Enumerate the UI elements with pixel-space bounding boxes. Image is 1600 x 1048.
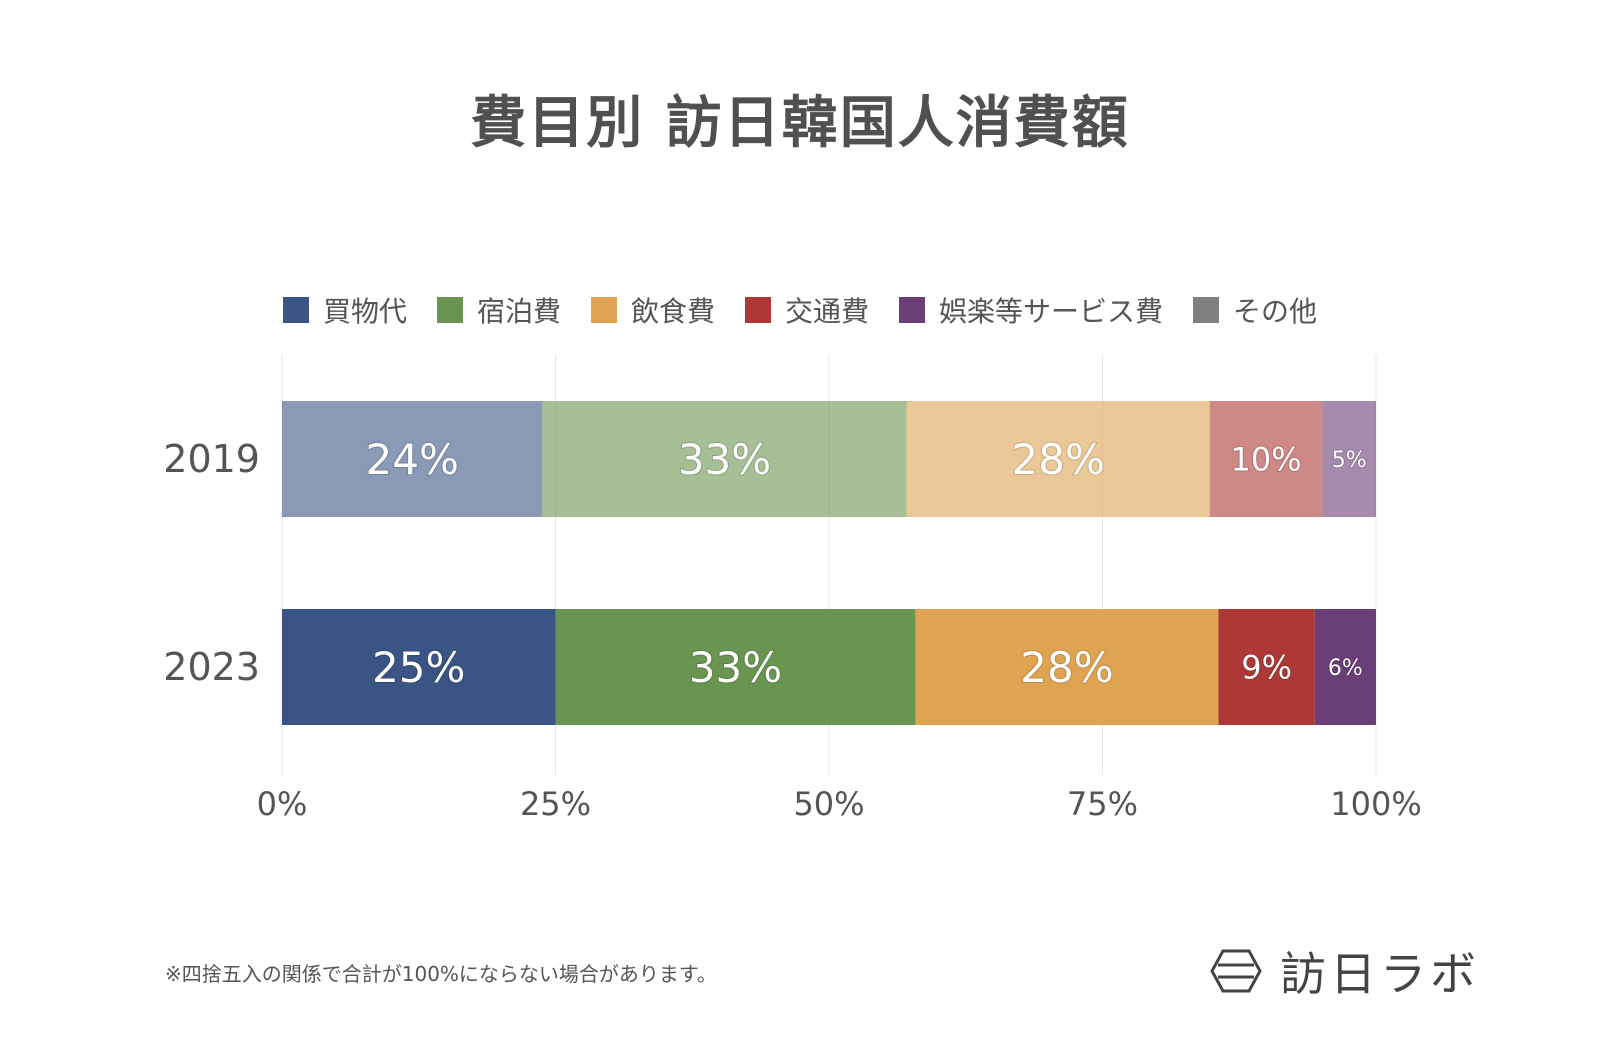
x-tick-label: 0%: [257, 785, 308, 823]
legend-swatch: [745, 297, 771, 323]
data-label: 28%: [1012, 435, 1105, 484]
legend-swatch: [282, 297, 309, 323]
hexagon-logo-icon: [1210, 949, 1262, 993]
bar-segment: [542, 401, 907, 517]
legend-item: 飲食費: [590, 290, 715, 330]
chart-title: 費目別 訪日韓国人消費額: [470, 91, 1130, 156]
legend-label: 飲食費: [630, 295, 715, 328]
footnote: ※四捨五入の関係で合計が100%にならない場合があります。: [165, 962, 717, 986]
x-tick-label: 75%: [1067, 785, 1138, 823]
legend-label: 娯楽等サービス費: [939, 295, 1164, 328]
legend-label: 交通費: [785, 295, 870, 328]
data-label: 6%: [1328, 656, 1363, 681]
data-label: 25%: [372, 643, 465, 692]
legend-label: 宿泊費: [476, 295, 561, 328]
brand-name: 訪日ラボ: [1280, 947, 1480, 1001]
data-label: 33%: [678, 435, 771, 484]
category-label: 2019: [163, 437, 260, 481]
legend: 買物代 宿泊費 飲食費 交通費 娯楽等サービス費 その他: [0, 290, 1600, 330]
legend-label: 買物代: [322, 295, 407, 328]
legend-item: 買物代: [282, 290, 407, 330]
legend-item: 宿泊費: [436, 290, 561, 330]
data-label: 33%: [689, 643, 782, 692]
legend-item: その他: [1193, 290, 1317, 330]
legend-swatch: [1193, 297, 1220, 323]
bar-segment: [1314, 609, 1376, 725]
data-label: 9%: [1241, 649, 1292, 687]
brand-logo: 訪日ラボ: [1210, 938, 1480, 1004]
legend-label: その他: [1233, 295, 1318, 328]
bar-segment: [555, 609, 916, 725]
category-label: 2023: [163, 645, 260, 689]
data-label: 10%: [1230, 441, 1301, 479]
bar-segment: [1209, 401, 1323, 517]
legend-item: 娯楽等サービス費: [899, 290, 1163, 330]
bar-segment: [906, 401, 1210, 517]
legend-swatch: [899, 297, 926, 323]
x-tick-label: 100%: [1330, 785, 1421, 823]
legend-swatch: [590, 297, 617, 323]
data-label: 24%: [366, 435, 459, 484]
data-label: 28%: [1020, 643, 1113, 692]
legend-item: 交通費: [745, 290, 869, 330]
bar-segment: [282, 401, 543, 517]
legend-swatch: [436, 297, 463, 323]
x-tick-label: 25%: [520, 785, 591, 823]
bar-segment: [1322, 401, 1376, 517]
bar-segment: [1218, 609, 1315, 725]
bar-segment: [282, 609, 556, 725]
x-tick-label: 50%: [793, 785, 864, 823]
data-label: 5%: [1332, 448, 1367, 473]
bar-segment: [915, 609, 1219, 725]
